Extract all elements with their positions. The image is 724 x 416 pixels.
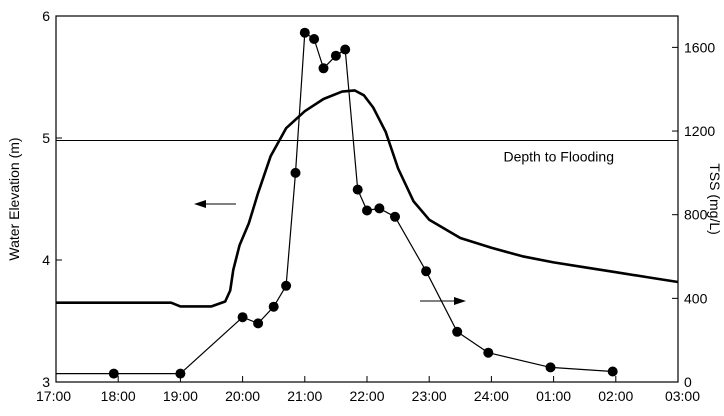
- tss-point: [175, 368, 186, 379]
- y-right-label: TSS (mg/L): [707, 163, 723, 235]
- tss-point: [421, 266, 432, 277]
- tss-line: [56, 32, 613, 375]
- right-tick-label: 400: [684, 290, 708, 306]
- x-tick-label: 22:00: [349, 388, 384, 404]
- x-tick-label: 03:00: [665, 388, 700, 404]
- tss-point: [330, 50, 341, 61]
- tss-point: [253, 318, 264, 329]
- tss-point: [362, 205, 372, 216]
- tss-point: [607, 366, 618, 377]
- x-axis: 17:00 18:00 19:00 20:00 21:00 22:00 23:00 24:00…: [36, 376, 700, 404]
- plot-area: [55, 15, 679, 383]
- x-tick-label: 19:00: [163, 388, 198, 404]
- x-tick-label: 24:00: [474, 388, 509, 404]
- arrow-left-icon: [194, 200, 236, 208]
- tss-point: [299, 27, 310, 38]
- arrows: [194, 200, 466, 305]
- left-axis: 3 4 5 6: [42, 8, 62, 390]
- depth-to-flooding-label: Depth to Flooding: [503, 148, 614, 164]
- right-tick-label: 1600: [684, 39, 715, 55]
- right-tick-label: 0: [684, 374, 692, 390]
- tss-point: [281, 280, 292, 291]
- tss-point: [352, 184, 363, 195]
- reference-line-group: Depth to Flooding: [56, 139, 678, 164]
- x-tick-label: 21:00: [287, 388, 322, 404]
- tss-point: [374, 203, 385, 214]
- right-tick-label: 1200: [684, 123, 715, 139]
- right-axis: 0 400 800 1200 1600: [672, 39, 715, 390]
- series-layer: [56, 27, 679, 379]
- x-tick-label: 02:00: [598, 388, 633, 404]
- tss-point: [318, 63, 329, 74]
- left-tick-label: 4: [42, 252, 50, 268]
- water-elevation-line: [56, 89, 679, 308]
- tss-point: [268, 301, 279, 312]
- x-tick-label: 01:00: [536, 388, 571, 404]
- tss-point: [237, 312, 248, 323]
- left-tick-label: 5: [42, 130, 50, 146]
- left-tick-label: 3: [42, 374, 50, 390]
- arrow-right-icon: [420, 297, 466, 305]
- tss-point: [108, 368, 119, 379]
- tss-point: [545, 362, 556, 373]
- x-tick-label: 17:00: [36, 388, 71, 404]
- tss-point: [452, 326, 463, 337]
- tss-point: [340, 44, 351, 55]
- y-left-label: Water Elevation (m): [6, 137, 22, 260]
- left-tick-label: 6: [42, 8, 50, 24]
- plot-frame: [55, 15, 679, 383]
- tss-point: [309, 34, 320, 44]
- tss-point: [483, 347, 494, 358]
- x-tick-label: 23:00: [412, 388, 447, 404]
- x-tick-label: 18:00: [101, 388, 136, 404]
- tss-point: [390, 211, 400, 222]
- tss-point: [290, 167, 301, 178]
- x-tick-label: 20:00: [225, 388, 260, 404]
- right-tick-label: 800: [684, 207, 708, 223]
